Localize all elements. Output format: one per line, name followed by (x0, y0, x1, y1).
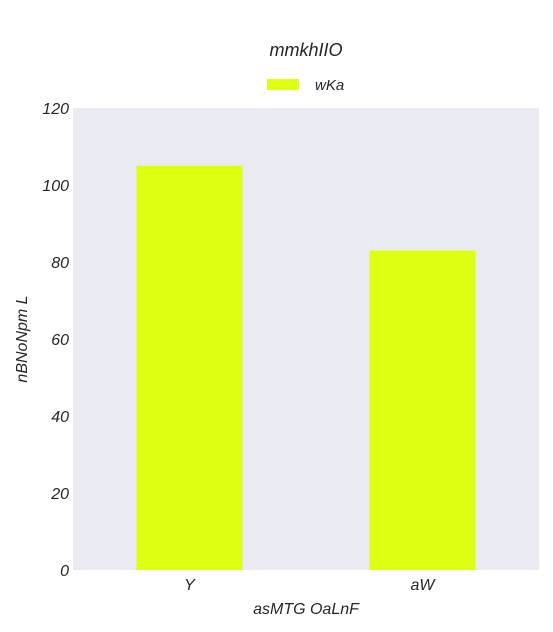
x-tick-label: Y (184, 577, 196, 594)
y-tick-labels: 0 20 40 60 80 100 120 (42, 101, 69, 580)
bar-aW (369, 250, 476, 570)
legend-swatch (267, 79, 299, 90)
y-tick-label: 80 (51, 255, 69, 272)
x-tick-label: aW (411, 577, 437, 594)
chart-title: mmkhIIO (269, 40, 342, 60)
bar-Y (136, 165, 243, 570)
x-axis-label: asMTG OaLnF (253, 601, 360, 618)
y-tick-label: 100 (42, 178, 69, 195)
bars-group (136, 165, 476, 570)
y-tick-label: 60 (51, 332, 69, 349)
y-tick-label: 40 (51, 409, 69, 426)
y-tick-label: 120 (42, 101, 69, 118)
y-tick-label: 20 (50, 486, 69, 503)
legend-label: wKa (315, 77, 344, 94)
y-axis-label: nBNoNpm L (14, 295, 31, 382)
y-tick-label: 0 (60, 563, 69, 580)
